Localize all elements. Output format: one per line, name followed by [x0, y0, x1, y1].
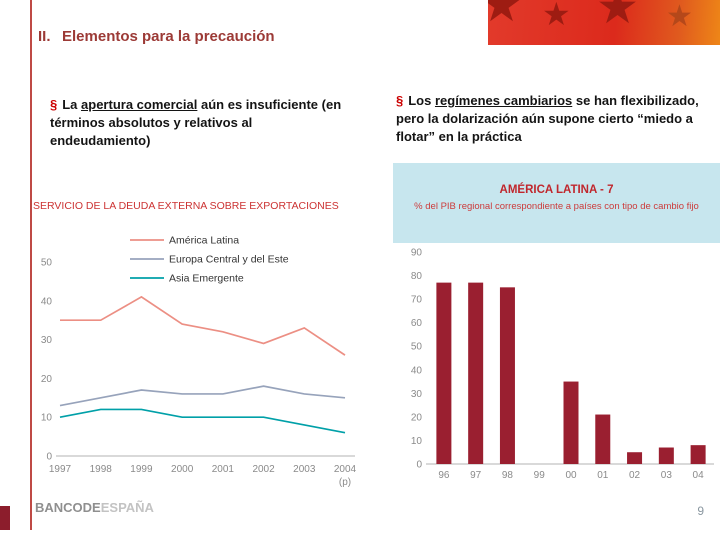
bar: [690, 445, 706, 464]
bullet-text-underlined: apertura comercial: [81, 97, 198, 112]
x-axis-note: (p): [339, 477, 351, 488]
left-chart-title: SERVICIO DE LA DEUDA EXTERNA SOBRE EXPOR…: [33, 200, 339, 212]
bar: [436, 282, 452, 464]
bar: [468, 282, 484, 464]
bullet-left: § La apertura comercial aún es insuficien…: [50, 96, 345, 150]
legend-label: Europa Central y del Este: [169, 254, 289, 266]
y-tick-label: 20: [411, 412, 423, 423]
x-tick-label: 96: [438, 470, 450, 481]
left-accent-line: [30, 0, 32, 530]
bullet-text-rest: se han flexibilizado, pero la dolarizaci…: [396, 93, 699, 144]
y-tick-label: 70: [411, 295, 423, 306]
bullet-text-underlined: regímenes cambiarios: [434, 93, 573, 108]
x-tick-label: 1999: [130, 464, 153, 475]
bullet-right: § Los regímenes cambiarios se han flexibi…: [396, 92, 701, 146]
y-tick-label: 80: [411, 271, 423, 282]
y-tick-label: 0: [416, 460, 422, 471]
bullet-text-prefix: Los: [408, 93, 435, 108]
x-tick-label: 02: [629, 470, 641, 481]
series-line: [60, 295, 346, 356]
x-tick-label: 2002: [252, 464, 275, 475]
x-tick-label: 03: [661, 470, 673, 481]
flag-banner: ★ ★ ★ ★: [488, 0, 720, 45]
y-tick-label: 50: [411, 342, 423, 353]
x-tick-label: 2001: [212, 464, 235, 475]
legend-label: América Latina: [169, 235, 239, 247]
banco-de-espana-logo: BANCODEESPAÑA: [35, 500, 154, 515]
y-tick-label: 40: [41, 296, 53, 307]
bar: [499, 287, 515, 464]
x-tick-label: 99: [534, 470, 546, 481]
bar: [627, 452, 643, 464]
y-tick-label: 0: [46, 452, 52, 463]
y-tick-label: 90: [411, 248, 423, 259]
y-tick-label: 10: [411, 436, 423, 447]
bar: [563, 381, 579, 464]
y-tick-label: 20: [41, 374, 53, 385]
header-number: II.: [38, 28, 51, 45]
logo-text-primary: BANCODE: [35, 500, 101, 515]
star-icon: ★: [596, 0, 640, 34]
right-chart-header: AMÉRICA LATINA - 7 % del PIB regional co…: [393, 163, 720, 243]
x-tick-label: 97: [470, 470, 482, 481]
x-tick-label: 00: [565, 470, 577, 481]
star-icon: ★: [666, 0, 693, 33]
right-chart-title: AMÉRICA LATINA - 7: [499, 184, 614, 196]
bullet-marker: §: [50, 97, 58, 112]
y-tick-label: 30: [41, 335, 53, 346]
x-tick-label: 01: [597, 470, 609, 481]
x-tick-label: 2003: [293, 464, 316, 475]
y-tick-label: 50: [41, 258, 53, 269]
x-tick-label: 1998: [90, 464, 113, 475]
page-title: Elementos para la precaución: [62, 28, 275, 45]
y-tick-label: 30: [411, 389, 423, 400]
bar: [595, 414, 611, 464]
y-tick-label: 60: [411, 318, 423, 329]
x-tick-label: 2004: [334, 464, 357, 475]
bullet-marker: §: [396, 93, 404, 108]
y-tick-label: 40: [411, 365, 423, 376]
x-tick-label: 04: [693, 470, 705, 481]
right-chart-subtitle: % del PIB regional correspondiente a paí…: [414, 201, 699, 212]
x-tick-label: 2000: [171, 464, 194, 475]
logo-text-secondary: ESPAÑA: [100, 500, 154, 515]
bottom-left-accent: [0, 506, 10, 530]
page-number: 9: [697, 504, 704, 518]
bar: [658, 447, 674, 464]
x-tick-label: 98: [502, 470, 514, 481]
star-icon: ★: [542, 0, 571, 32]
bullet-text-rest: aún es insuficiente (en términos absolut…: [50, 97, 342, 148]
legend-label: Asia Emergente: [169, 273, 244, 285]
series-line: [59, 385, 346, 407]
fixed-exchange-bar-chart: 0 10 20 30 40 50 60 70 80 90 96 97 98 99 00 01 02 03 04: [411, 248, 714, 481]
bullet-text-prefix: La: [62, 97, 82, 112]
x-tick-label: 1997: [49, 464, 72, 475]
y-tick-label: 10: [41, 413, 53, 424]
debt-service-line-chart: 0 10 20 30 40 50 1997 1998 1999 2000 2001 2002 2003 2…: [41, 235, 357, 489]
series-line: [59, 408, 346, 434]
star-icon: ★: [488, 0, 524, 32]
